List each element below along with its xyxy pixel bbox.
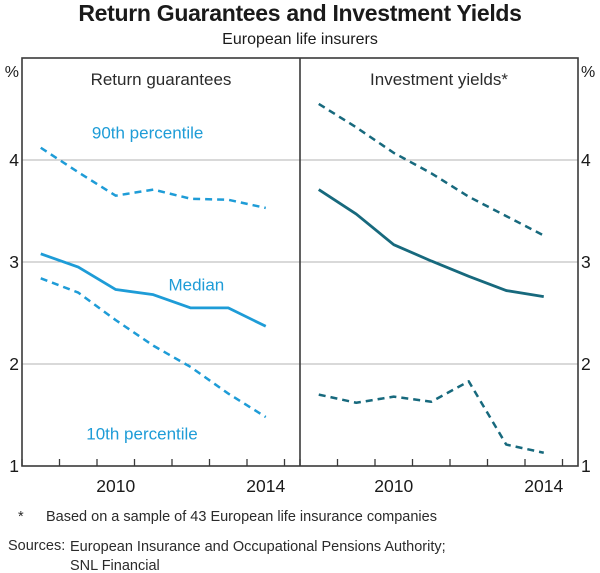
y-axis-label-left-2: 2 bbox=[9, 354, 19, 374]
sources-label: Sources: bbox=[8, 538, 66, 554]
x-axis-label-2014: 2014 bbox=[524, 476, 563, 496]
sources-lines: European Insurance and Occupational Pens… bbox=[70, 538, 446, 573]
series-line-return-guarantees-10th-percentile bbox=[40, 277, 267, 419]
footnote-marker: * bbox=[18, 509, 24, 525]
y-axis-label-right-4: 4 bbox=[581, 150, 591, 170]
sources-line-1: European Insurance and Occupational Pens… bbox=[70, 539, 446, 555]
y-axis-unit-right: % bbox=[581, 64, 595, 81]
chart-subtitle: European life insurers bbox=[222, 31, 378, 48]
sources: Sources: European Insurance and Occupati… bbox=[8, 538, 590, 573]
x-axis-label-2010: 2010 bbox=[96, 476, 135, 496]
y-axis-label-right-1: 1 bbox=[581, 456, 591, 476]
series-line-investment-yields-10th-percentile bbox=[318, 380, 545, 454]
x-axis-label-2014: 2014 bbox=[246, 476, 285, 496]
y-axis-label-right-2: 2 bbox=[581, 354, 591, 374]
series-line-investment-yields-median bbox=[317, 188, 544, 299]
panel-title-return-guarantees: Return guarantees bbox=[91, 70, 232, 89]
annotation-10th-percentile: 10th percentile bbox=[86, 424, 198, 443]
annotation-90th-percentile: 90th percentile bbox=[92, 123, 204, 142]
chart-title: Return Guarantees and Investment Yields bbox=[78, 0, 522, 26]
y-axis-label-right-3: 3 bbox=[581, 252, 591, 272]
x-axis-label-2010: 2010 bbox=[374, 476, 413, 496]
panel-title-investment-yields: Investment yields* bbox=[370, 70, 508, 89]
y-axis-label-left-3: 3 bbox=[9, 252, 19, 272]
y-axis-label-left-4: 4 bbox=[9, 150, 19, 170]
annotation-median: Median bbox=[168, 275, 224, 294]
series-line-return-guarantees-median bbox=[40, 252, 267, 328]
footnote: * Based on a sample of 43 European life … bbox=[18, 509, 590, 525]
series-line-return-guarantees-90th-percentile bbox=[40, 146, 267, 210]
y-axis-unit-left: % bbox=[5, 64, 19, 81]
sources-line-2: SNL Financial bbox=[70, 558, 160, 573]
footnote-text: Based on a sample of 43 European life in… bbox=[46, 509, 437, 525]
y-axis-label-left-1: 1 bbox=[9, 456, 19, 476]
series-line-investment-yields-90th-percentile bbox=[318, 102, 545, 237]
